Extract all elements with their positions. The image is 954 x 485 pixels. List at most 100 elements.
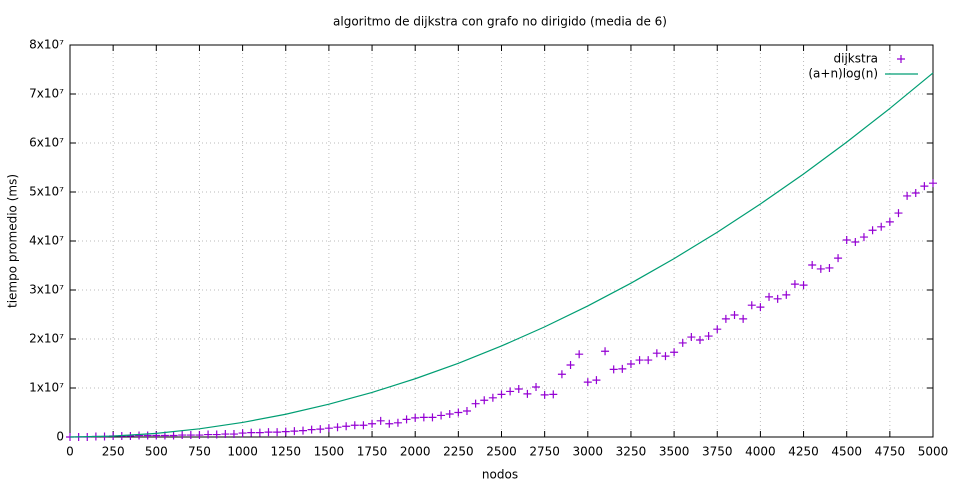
data-point <box>514 384 523 393</box>
data-point <box>178 431 187 440</box>
y-tick-label: 5x10⁷ <box>29 185 64 199</box>
data-point <box>419 413 428 422</box>
data-point <box>445 409 454 418</box>
data-point <box>126 432 135 441</box>
y-tick-label: 3x10⁷ <box>29 283 64 297</box>
data-point <box>273 428 282 437</box>
data-point <box>480 396 489 405</box>
data-point <box>299 426 308 435</box>
x-tick-label: 1000 <box>227 445 258 459</box>
data-line <box>69 72 934 438</box>
data-point <box>471 399 480 408</box>
data-point <box>454 408 463 417</box>
data-point <box>506 387 515 396</box>
data-point <box>704 332 713 341</box>
x-tick-label: 2000 <box>400 445 431 459</box>
data-point <box>376 416 385 425</box>
data-point <box>739 314 748 323</box>
data-point <box>411 413 420 422</box>
x-tick-label: 0 <box>66 445 74 459</box>
x-tick-label: 3500 <box>659 445 690 459</box>
legend-label: (a+n)log(n) <box>808 67 878 81</box>
x-tick-label: 3750 <box>702 445 733 459</box>
data-point <box>609 365 618 374</box>
data-point <box>549 390 558 399</box>
x-tick-label: 2500 <box>486 445 517 459</box>
data-point <box>368 419 377 428</box>
data-point <box>790 280 799 289</box>
data-point <box>229 430 238 439</box>
data-point <box>903 191 912 200</box>
data-point <box>773 294 782 303</box>
data-point <box>765 292 774 301</box>
data-point <box>428 413 437 422</box>
legend-label: dijkstra <box>834 52 878 66</box>
data-point <box>221 430 230 439</box>
data-point <box>825 263 834 272</box>
data-point <box>316 425 325 434</box>
data-point <box>264 428 273 437</box>
x-axis-label: nodos <box>482 468 518 482</box>
data-point <box>169 431 178 440</box>
data-point <box>290 427 299 436</box>
chart-title: algoritmo de dijkstra con grafo no dirig… <box>333 15 667 29</box>
data-point <box>462 407 471 416</box>
data-point <box>402 415 411 424</box>
data-point <box>842 236 851 245</box>
y-tick-label: 1x10⁷ <box>29 381 64 395</box>
data-point <box>799 281 808 290</box>
data-point <box>859 233 868 242</box>
y-tick-label: 2x10⁷ <box>29 332 64 346</box>
data-point <box>281 427 290 436</box>
data-point <box>350 421 359 430</box>
data-point <box>670 348 679 357</box>
y-axis-label: tiempo promedio (ms) <box>6 174 20 308</box>
x-tick-label: 2250 <box>443 445 474 459</box>
data-point <box>920 182 929 191</box>
data-point <box>868 226 877 235</box>
x-tick-label: 4500 <box>831 445 862 459</box>
data-point <box>212 430 221 439</box>
data-point <box>808 261 817 270</box>
data-point <box>911 188 920 197</box>
y-tick-label: 6x10⁷ <box>29 136 64 150</box>
data-point <box>756 303 765 312</box>
x-tick-label: 4000 <box>745 445 776 459</box>
data-point <box>186 431 195 440</box>
data-point <box>661 352 670 361</box>
data-point <box>204 430 213 439</box>
data-point <box>678 338 687 347</box>
data-point <box>730 310 739 319</box>
data-point <box>437 411 446 420</box>
data-point <box>532 383 541 392</box>
data-point <box>333 423 342 432</box>
data-point <box>894 209 903 218</box>
x-tick-label: 5000 <box>918 445 949 459</box>
legend-marker <box>897 55 905 63</box>
data-point <box>583 378 592 387</box>
data-point <box>644 356 653 365</box>
x-tick-label: 3000 <box>573 445 604 459</box>
data-point <box>393 418 402 427</box>
data-point <box>238 429 247 438</box>
data-point <box>851 237 860 246</box>
data-point <box>929 179 937 188</box>
x-tick-label: 750 <box>188 445 211 459</box>
y-tick-label: 7x10⁷ <box>29 87 64 101</box>
x-tick-label: 4750 <box>875 445 906 459</box>
data-point <box>247 428 256 437</box>
data-point <box>255 428 264 437</box>
x-tick-label: 250 <box>102 445 125 459</box>
data-point <box>488 393 497 402</box>
data-point <box>195 431 204 440</box>
data-point <box>566 360 575 369</box>
data-point <box>816 264 825 273</box>
data-point <box>713 325 722 334</box>
plot-border <box>69 44 934 438</box>
data-point <box>324 424 333 433</box>
data-point <box>747 301 756 310</box>
y-tick-label: 8x10⁷ <box>29 38 64 52</box>
x-tick-label: 2750 <box>529 445 560 459</box>
data-point <box>721 314 730 323</box>
